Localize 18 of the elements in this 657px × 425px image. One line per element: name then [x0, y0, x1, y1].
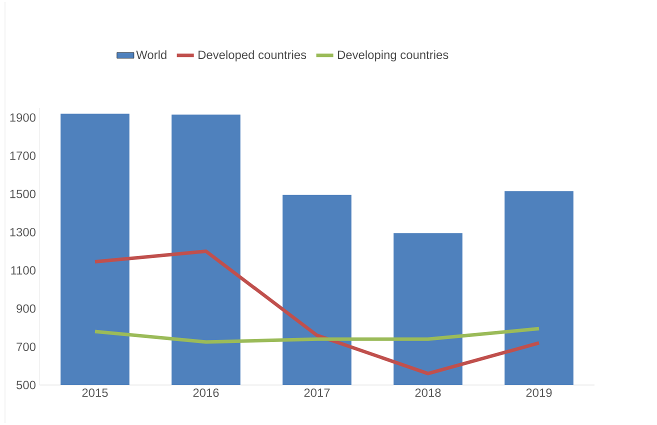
line-series: [93, 250, 541, 376]
legend-label: Developed countries: [198, 50, 306, 62]
x-tick-label: 2017: [304, 388, 330, 397]
x-tick-label: 2016: [193, 388, 219, 397]
y-tick-label: 1100: [11, 266, 36, 275]
y-tick-label: 700: [16, 342, 36, 352]
legend-label: World: [136, 50, 166, 60]
x-tick-label: 2019: [526, 388, 552, 397]
y-tick-label: 1700: [10, 152, 36, 160]
x-tick-label: 2015: [82, 388, 108, 397]
y-tick-label: 1300: [10, 228, 36, 236]
y-tick-label: 1900: [10, 113, 36, 122]
y-tick-label: 900: [16, 304, 36, 313]
y-tick-label: 1500: [10, 190, 36, 198]
y-tick-label: 500: [16, 380, 36, 390]
x-tick-label: 2018: [415, 388, 441, 397]
legend-label: Developing countries: [338, 50, 448, 62]
line-series: [93, 326, 541, 344]
